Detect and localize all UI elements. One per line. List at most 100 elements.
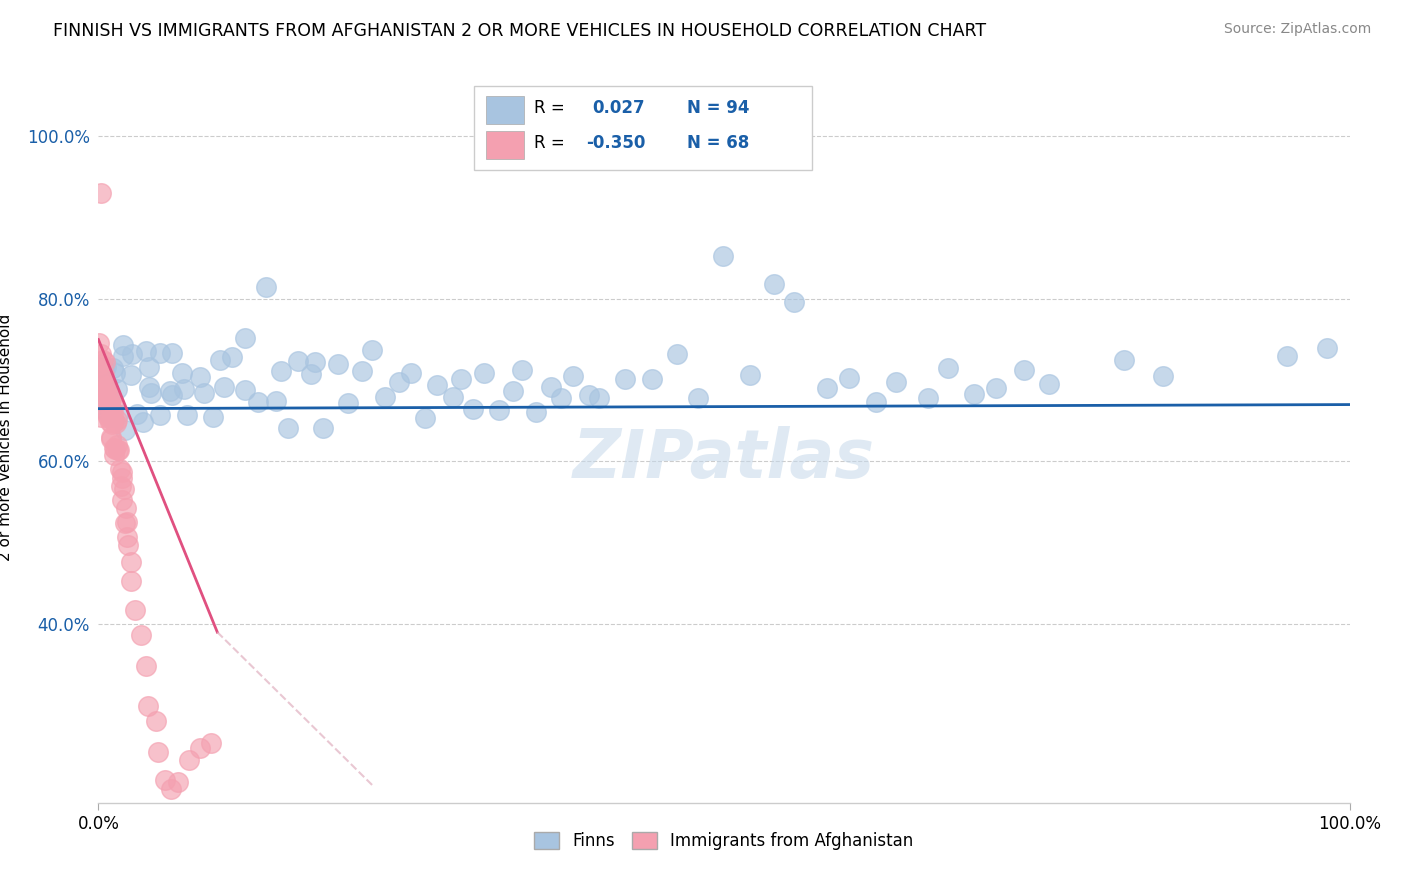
Point <box>153 772 176 787</box>
Point <box>783 295 806 310</box>
Point <box>135 343 157 358</box>
Point <box>463 401 485 416</box>
Point <box>110 479 132 493</box>
Point <box>110 471 132 485</box>
Point <box>94 384 117 399</box>
Point <box>115 515 138 529</box>
Point <box>125 408 148 422</box>
Point <box>287 354 309 368</box>
Point <box>441 390 464 404</box>
Point <box>1038 376 1060 391</box>
Point <box>129 628 152 642</box>
Point <box>550 392 572 406</box>
Point <box>132 415 155 429</box>
Point <box>256 280 278 294</box>
Point <box>114 516 136 530</box>
Y-axis label: 2 or more Vehicles in Household: 2 or more Vehicles in Household <box>0 313 13 561</box>
Point <box>166 775 188 789</box>
Point <box>578 388 600 402</box>
Point <box>94 380 117 394</box>
Point <box>93 401 115 416</box>
Point <box>312 421 335 435</box>
Point <box>89 357 111 371</box>
Point <box>711 249 734 263</box>
Point <box>100 432 122 446</box>
Point <box>124 603 146 617</box>
Point <box>304 355 326 369</box>
Point <box>984 381 1007 395</box>
Text: N = 68: N = 68 <box>686 134 749 152</box>
Point <box>524 405 547 419</box>
Point <box>90 383 112 397</box>
Point <box>105 383 128 397</box>
Point <box>98 396 121 410</box>
Point <box>114 501 136 516</box>
Point <box>104 416 127 430</box>
Point <box>103 448 125 462</box>
Point <box>917 391 939 405</box>
Point <box>111 349 134 363</box>
Point <box>146 746 169 760</box>
Point <box>103 399 125 413</box>
Point <box>103 361 125 376</box>
Point <box>614 372 637 386</box>
Point <box>233 384 256 398</box>
Point <box>108 443 131 458</box>
Point <box>326 357 349 371</box>
Point <box>246 394 269 409</box>
Point <box>1112 353 1135 368</box>
Point <box>540 380 562 394</box>
Point <box>112 482 135 496</box>
Point <box>100 417 122 431</box>
Text: R =: R = <box>534 99 565 117</box>
Point <box>103 442 125 456</box>
Point <box>361 343 384 357</box>
Text: 0.027: 0.027 <box>593 99 645 117</box>
Point <box>97 392 120 407</box>
Point <box>96 386 118 401</box>
Point <box>100 402 122 417</box>
Point <box>413 410 436 425</box>
Point <box>98 398 121 412</box>
Point <box>159 384 181 398</box>
Point <box>87 335 110 350</box>
Point <box>201 409 224 424</box>
Point <box>665 347 688 361</box>
Point <box>212 380 235 394</box>
Point <box>100 430 122 444</box>
Point <box>93 365 115 379</box>
Point <box>488 402 510 417</box>
Point <box>561 368 583 383</box>
Point <box>111 465 134 479</box>
Point <box>138 380 160 394</box>
Bar <box>474 86 811 170</box>
Point <box>145 714 167 728</box>
Point <box>963 387 986 401</box>
Point <box>100 409 122 424</box>
Point <box>117 538 139 552</box>
Point <box>1152 368 1174 383</box>
Point <box>160 346 183 360</box>
Point <box>98 410 121 425</box>
Point <box>96 360 118 375</box>
Point <box>93 362 115 376</box>
Point <box>176 409 198 423</box>
Point <box>1316 341 1339 355</box>
Point <box>90 186 112 201</box>
Point <box>173 383 195 397</box>
Point <box>352 364 374 378</box>
Point <box>270 364 292 378</box>
Point <box>107 408 129 422</box>
Point <box>135 658 157 673</box>
Point <box>1277 349 1299 363</box>
Point <box>426 377 449 392</box>
Point <box>90 347 112 361</box>
Point <box>138 359 160 374</box>
Point <box>111 492 134 507</box>
Point <box>97 409 120 424</box>
Point <box>762 277 785 291</box>
Point <box>208 352 231 367</box>
Point <box>120 555 142 569</box>
Point <box>91 369 114 384</box>
Point <box>149 409 172 423</box>
